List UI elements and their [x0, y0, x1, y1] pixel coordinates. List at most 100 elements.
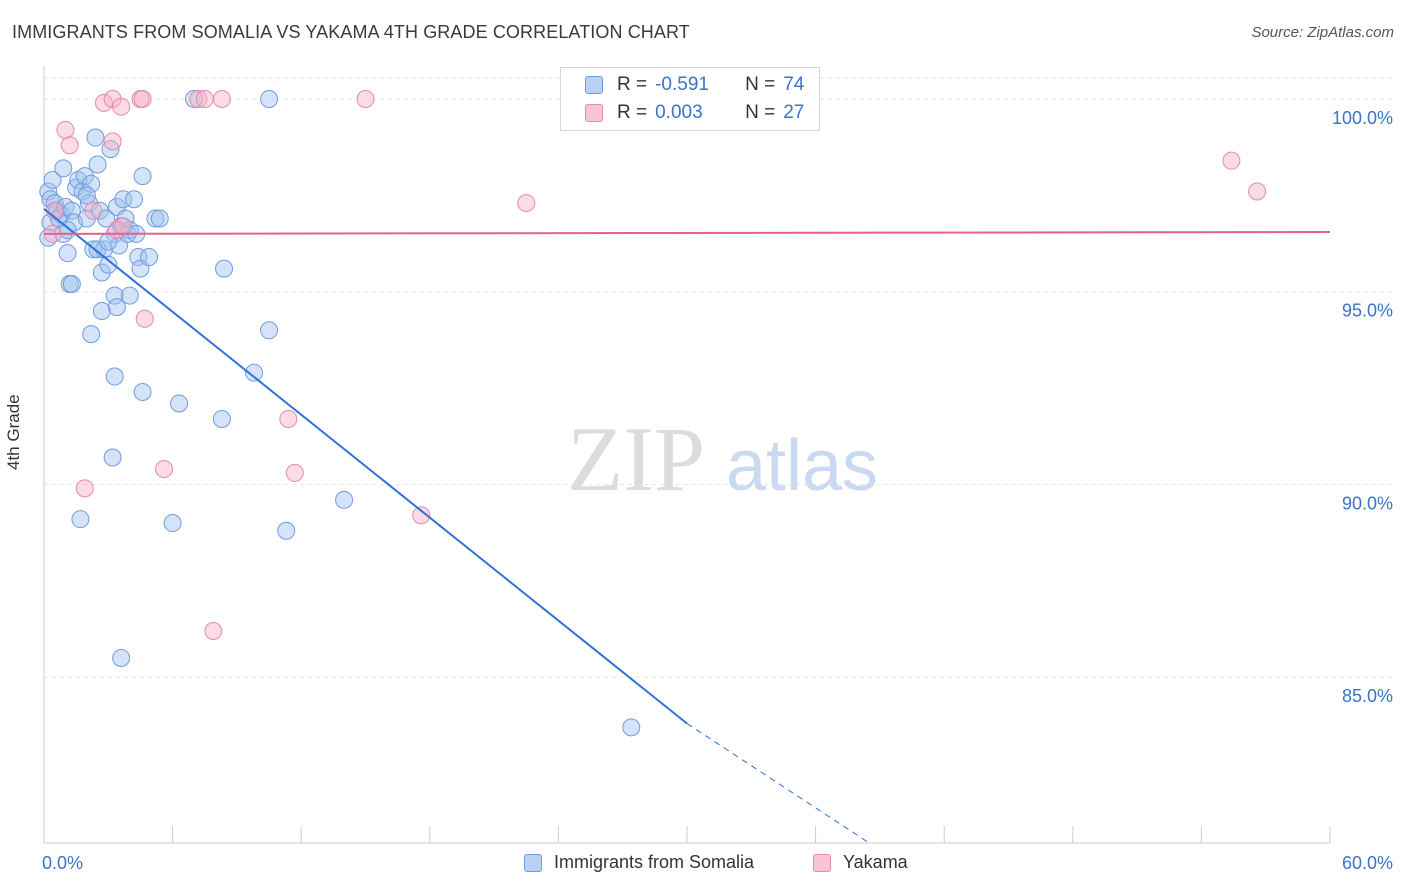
somalia-point [215, 259, 234, 278]
legend-label-yakama: Yakama [843, 852, 908, 872]
grid-lines [44, 77, 1392, 678]
somalia-point [133, 167, 152, 186]
somalia-trend-line [43, 208, 688, 725]
somalia-point [58, 244, 77, 263]
yakama-point [135, 309, 154, 328]
somalia-point [71, 510, 90, 529]
n-value: 27 [783, 102, 805, 123]
yakama-point [356, 89, 375, 108]
somalia-point [163, 514, 182, 533]
somalia-point [133, 382, 152, 401]
yakama-point [1248, 182, 1267, 201]
somalia-point [82, 174, 101, 193]
yakama-point [195, 89, 214, 108]
yakama-point [133, 89, 152, 108]
watermark-atlas: atlas [726, 426, 878, 506]
legend-item-somalia: Immigrants from Somalia [524, 852, 754, 873]
somalia-point [146, 209, 165, 228]
somalia-point [140, 248, 159, 267]
yakama-point [285, 463, 304, 482]
watermark: ZIP atlas [567, 408, 878, 510]
yakama-point [412, 506, 431, 525]
r-label: R = [617, 102, 648, 123]
somalia-point [245, 363, 264, 382]
somalia-point [185, 89, 204, 108]
legend-row-yakama: R = 0.003 N = 27 [585, 101, 804, 125]
yakama-point [75, 479, 94, 498]
somalia-point [43, 170, 62, 189]
r-value: 0.003 [655, 102, 703, 123]
n-value: 74 [783, 74, 805, 95]
yakama-point [279, 409, 298, 428]
somalia-trend-extension [686, 723, 870, 844]
stats-legend: R = -0.591 N = 74 R = 0.003 N = 27 [560, 67, 820, 131]
somalia-point [150, 209, 169, 228]
yakama-point [517, 194, 536, 213]
axes [43, 66, 1331, 844]
yakama-point [189, 89, 208, 108]
n-label: N = [745, 74, 776, 95]
somalia-point [114, 190, 133, 209]
yakama-point [114, 217, 133, 236]
yakama-point [212, 89, 231, 108]
somalia-point [120, 286, 139, 305]
somalia-point [62, 275, 81, 294]
y-tick-label: 100.0% [1332, 108, 1393, 128]
somalia-point [112, 648, 131, 667]
somalia-point [105, 286, 124, 305]
r-value: -0.591 [655, 74, 709, 95]
yakama-point [204, 621, 223, 640]
somalia-point [101, 140, 120, 159]
yakama-point [84, 201, 103, 220]
somalia-point [212, 409, 231, 428]
somalia-point [129, 248, 148, 267]
somalia-point [125, 190, 144, 209]
yakama-trend-line [43, 230, 1331, 235]
r-label: R = [617, 74, 648, 95]
y-tick-label: 85.0% [1342, 686, 1393, 706]
yakama-point [95, 93, 114, 112]
somalia-point [39, 182, 58, 201]
trend-lines [43, 208, 1331, 844]
yakama-point [155, 460, 174, 479]
legend-item-yakama: Yakama [813, 852, 908, 873]
yakama-point [103, 132, 122, 151]
somalia-point [335, 490, 354, 509]
legend-label-somalia: Immigrants from Somalia [554, 852, 755, 872]
somalia-point [99, 255, 118, 274]
somalia-point [170, 394, 189, 413]
somalia-point [103, 448, 122, 467]
legend-swatch-yakama [585, 104, 603, 122]
somalia-point [86, 128, 105, 147]
yakama-point [112, 97, 131, 116]
somalia-point [88, 155, 107, 174]
somalia-point [92, 263, 111, 282]
data-points [39, 89, 1267, 737]
somalia-point [90, 201, 109, 220]
tick-labels: 85.0% 90.0% 95.0% 100.0% 0.0% 60.0% [42, 108, 1393, 873]
yakama-point [60, 136, 79, 155]
legend-swatch-somalia [585, 76, 603, 94]
y-tick-label: 90.0% [1342, 493, 1393, 513]
somalia-point [105, 367, 124, 386]
somalia-point [75, 167, 94, 186]
somalia-point [54, 159, 73, 178]
somalia-point [82, 325, 101, 344]
watermark-zip: ZIP [567, 408, 705, 510]
x-tick-label: 0.0% [42, 853, 83, 873]
legend-swatch-yakama [813, 853, 831, 872]
source-label: Source: ZipAtlas.com [1251, 24, 1394, 41]
yakama-point [1222, 151, 1241, 170]
y-axis-label: 4th Grade [4, 394, 23, 470]
somalia-point [277, 521, 296, 540]
legend-swatch-somalia [524, 853, 542, 872]
yakama-point [56, 120, 75, 139]
chart-title: IMMIGRANTS FROM SOMALIA VS YAKAMA 4TH GR… [12, 22, 690, 42]
somalia-point [92, 302, 111, 321]
somalia-point [107, 298, 126, 317]
somalia-point [622, 718, 641, 737]
y-tick-label: 95.0% [1342, 301, 1393, 321]
somalia-point [77, 186, 96, 205]
n-label: N = [745, 102, 776, 123]
